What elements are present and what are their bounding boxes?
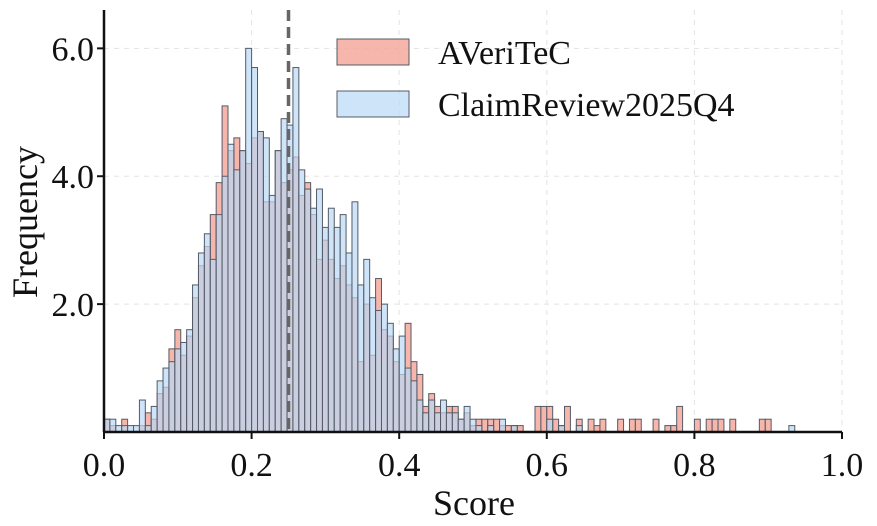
histogram-bar bbox=[599, 418, 607, 433]
histogram-bar bbox=[499, 418, 506, 433]
histogram-bar bbox=[617, 418, 625, 433]
histogram-bar bbox=[717, 418, 725, 433]
histogram-bar bbox=[457, 418, 465, 433]
y-tick-label: 4.0 bbox=[52, 159, 95, 196]
histogram-bar bbox=[233, 169, 241, 433]
histogram-bar bbox=[546, 418, 554, 433]
histogram-bar bbox=[463, 405, 471, 433]
histogram-bar bbox=[392, 348, 400, 433]
histogram-bar bbox=[404, 367, 412, 433]
histogram-bar bbox=[339, 214, 347, 433]
histogram-bar bbox=[304, 188, 312, 433]
histogram-bar bbox=[652, 418, 660, 433]
x-tick-label: 0.8 bbox=[673, 447, 716, 484]
histogram-bar bbox=[138, 399, 146, 433]
x-axis-title: Score bbox=[433, 483, 515, 523]
histogram-bar bbox=[186, 329, 194, 433]
histogram-bar bbox=[634, 418, 642, 433]
y-tick-label: 2.0 bbox=[52, 287, 95, 324]
histogram-bar bbox=[386, 322, 394, 433]
histogram-bar bbox=[564, 405, 571, 433]
histogram-bar bbox=[316, 188, 323, 433]
histogram-bar bbox=[552, 418, 560, 433]
legend-label-claimreview2025q4: ClaimReview2025Q4 bbox=[438, 87, 735, 124]
histogram-bar bbox=[363, 258, 371, 433]
histogram-bar bbox=[327, 207, 335, 433]
histogram-bar bbox=[274, 150, 282, 433]
histogram-bar bbox=[628, 418, 636, 433]
histogram-bar bbox=[428, 399, 436, 433]
legend-swatch-claimreview2025q4 bbox=[336, 90, 410, 118]
legend: AVeriTeC ClaimReview2025Q4 bbox=[336, 35, 735, 124]
histogram-bar bbox=[180, 341, 188, 433]
histogram-bar bbox=[493, 418, 501, 433]
histogram-bar bbox=[693, 418, 701, 433]
histogram-bar bbox=[422, 412, 430, 433]
y-tick-label: 6.0 bbox=[52, 31, 95, 68]
histogram-bar bbox=[221, 175, 229, 433]
histogram-bar bbox=[298, 169, 306, 433]
histogram-bar bbox=[197, 252, 205, 433]
histogram-bar bbox=[440, 399, 447, 433]
x-tick-label: 0.4 bbox=[378, 447, 421, 484]
y-axis-title: Frequency bbox=[5, 146, 45, 298]
histogram-bar bbox=[345, 252, 353, 433]
histogram-bar bbox=[758, 418, 766, 433]
histogram-bar bbox=[705, 418, 713, 433]
histogram-bar bbox=[398, 335, 406, 433]
histogram-bar bbox=[215, 214, 223, 433]
histogram-bar bbox=[257, 130, 264, 433]
histogram-bar bbox=[380, 303, 388, 433]
histogram-bar bbox=[280, 118, 288, 433]
histogram-bar bbox=[156, 380, 164, 433]
x-tick-label: 0.6 bbox=[526, 447, 569, 484]
histogram-bar bbox=[251, 67, 259, 433]
histogram-bar bbox=[764, 418, 772, 433]
histogram-bar bbox=[445, 412, 453, 433]
histogram-bar bbox=[292, 67, 300, 433]
histogram-bar bbox=[351, 201, 359, 433]
histogram-bar bbox=[729, 418, 737, 433]
x-tick-label: 0.0 bbox=[83, 447, 126, 484]
legend-label-averitec: AVeriTeC bbox=[438, 35, 571, 72]
histogram-bar bbox=[375, 310, 382, 433]
histogram-bar bbox=[469, 418, 477, 433]
histogram-bar bbox=[410, 380, 418, 433]
x-tick-label: 0.2 bbox=[230, 447, 273, 484]
axes bbox=[102, 10, 842, 434]
histogram-bar bbox=[239, 150, 247, 433]
histogram-bar bbox=[481, 418, 489, 433]
x-tick-labels: 0.0 0.2 0.4 0.6 0.8 1.0 bbox=[83, 432, 864, 484]
histogram-bar bbox=[369, 297, 377, 433]
histogram-bar bbox=[540, 405, 548, 433]
histogram-bar bbox=[209, 258, 217, 433]
histogram-bar bbox=[109, 418, 117, 433]
histogram-bar bbox=[416, 399, 424, 433]
histogram-bar bbox=[451, 412, 459, 433]
histogram-bar bbox=[227, 143, 235, 433]
histogram-bar bbox=[168, 361, 176, 433]
histogram-bar bbox=[174, 348, 182, 433]
histogram-bar bbox=[676, 405, 684, 433]
legend-swatch-averitec bbox=[336, 38, 410, 66]
histogram-bar bbox=[333, 226, 341, 433]
histogram-bar bbox=[162, 367, 170, 433]
histogram-bar bbox=[150, 405, 158, 433]
histogram-bar bbox=[203, 233, 211, 433]
histogram-bar bbox=[357, 284, 365, 433]
histogram-bar bbox=[268, 194, 276, 433]
x-tick-label: 1.0 bbox=[821, 447, 864, 484]
histogram-bar bbox=[321, 226, 329, 433]
histogram-bar bbox=[711, 418, 719, 433]
histogram-bar bbox=[534, 405, 542, 433]
histogram-bar bbox=[262, 137, 270, 433]
histogram-bar bbox=[434, 412, 442, 433]
histogram-bar bbox=[310, 207, 318, 433]
y-tick-labels: 2.0 4.0 6.0 bbox=[52, 31, 104, 324]
histogram-bar bbox=[245, 47, 253, 433]
histogram-bar bbox=[192, 284, 199, 433]
histogram-bar bbox=[587, 418, 595, 433]
